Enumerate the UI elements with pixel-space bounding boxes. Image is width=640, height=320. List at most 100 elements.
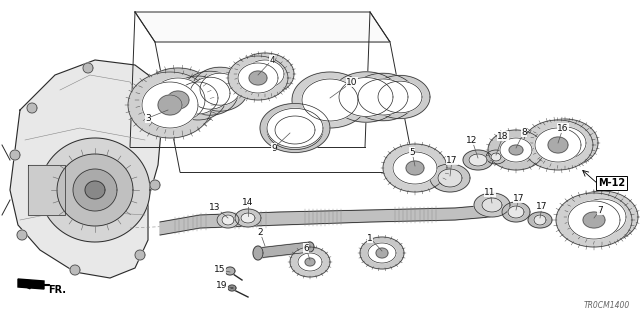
Polygon shape <box>228 56 288 100</box>
Polygon shape <box>491 153 501 161</box>
Text: 2: 2 <box>257 228 263 236</box>
Polygon shape <box>535 128 581 162</box>
Polygon shape <box>192 67 248 111</box>
Polygon shape <box>138 68 218 132</box>
Polygon shape <box>178 82 218 114</box>
Polygon shape <box>463 150 493 170</box>
Polygon shape <box>305 258 315 266</box>
Polygon shape <box>73 169 117 211</box>
Polygon shape <box>150 180 160 190</box>
Text: 19: 19 <box>216 281 228 290</box>
Polygon shape <box>10 150 20 160</box>
Polygon shape <box>18 279 44 289</box>
Polygon shape <box>508 206 524 218</box>
Text: TR0CM1400: TR0CM1400 <box>584 301 630 310</box>
Text: 17: 17 <box>513 194 525 203</box>
Polygon shape <box>578 199 626 235</box>
Polygon shape <box>40 138 150 242</box>
Text: 15: 15 <box>214 266 226 275</box>
Polygon shape <box>200 73 240 105</box>
Polygon shape <box>170 76 226 120</box>
Polygon shape <box>331 72 401 122</box>
Polygon shape <box>275 118 315 146</box>
Polygon shape <box>360 237 404 269</box>
Polygon shape <box>509 145 523 155</box>
Polygon shape <box>486 150 506 164</box>
Text: M-12: M-12 <box>598 178 625 188</box>
Polygon shape <box>528 212 552 228</box>
Polygon shape <box>438 169 462 187</box>
Polygon shape <box>358 79 408 115</box>
Polygon shape <box>275 116 315 144</box>
Text: 4: 4 <box>269 55 275 65</box>
Polygon shape <box>10 60 162 278</box>
Polygon shape <box>142 82 198 128</box>
Polygon shape <box>236 53 294 95</box>
Polygon shape <box>128 72 212 138</box>
Text: 8: 8 <box>521 127 527 137</box>
Polygon shape <box>393 152 437 184</box>
Polygon shape <box>339 77 393 116</box>
Polygon shape <box>238 63 278 93</box>
Polygon shape <box>406 161 424 175</box>
Polygon shape <box>568 201 620 239</box>
Polygon shape <box>534 215 546 225</box>
Polygon shape <box>85 181 105 199</box>
Polygon shape <box>253 246 263 260</box>
Polygon shape <box>135 250 145 260</box>
Polygon shape <box>182 71 238 115</box>
Polygon shape <box>190 77 230 109</box>
Polygon shape <box>222 215 234 225</box>
Polygon shape <box>482 198 502 212</box>
Polygon shape <box>290 247 330 277</box>
Polygon shape <box>368 243 396 263</box>
Polygon shape <box>383 144 447 192</box>
Polygon shape <box>151 78 205 122</box>
Polygon shape <box>370 76 430 119</box>
Polygon shape <box>83 63 93 73</box>
Text: 18: 18 <box>497 132 509 140</box>
Polygon shape <box>17 230 27 240</box>
Text: 17: 17 <box>446 156 458 164</box>
Polygon shape <box>350 73 416 121</box>
Polygon shape <box>28 165 65 215</box>
Polygon shape <box>267 110 323 149</box>
Polygon shape <box>158 95 182 115</box>
Polygon shape <box>260 103 330 153</box>
Polygon shape <box>523 120 593 170</box>
Polygon shape <box>502 202 530 222</box>
Text: 14: 14 <box>243 197 253 206</box>
Polygon shape <box>27 103 37 113</box>
Text: 17: 17 <box>536 202 548 211</box>
Polygon shape <box>469 154 487 166</box>
Polygon shape <box>135 12 390 42</box>
Polygon shape <box>267 108 323 148</box>
Polygon shape <box>378 81 422 113</box>
Polygon shape <box>235 209 261 227</box>
Text: 3: 3 <box>145 114 151 123</box>
Polygon shape <box>532 119 598 167</box>
Polygon shape <box>556 193 632 247</box>
Polygon shape <box>225 267 235 275</box>
Polygon shape <box>70 265 80 275</box>
Polygon shape <box>566 191 638 243</box>
Text: 9: 9 <box>271 143 277 153</box>
Text: 5: 5 <box>409 148 415 156</box>
Polygon shape <box>298 253 322 271</box>
Polygon shape <box>217 212 239 228</box>
Text: 6: 6 <box>303 244 309 252</box>
Polygon shape <box>258 242 312 258</box>
Polygon shape <box>281 122 309 142</box>
Text: 13: 13 <box>209 203 221 212</box>
Polygon shape <box>228 285 236 291</box>
Text: 10: 10 <box>346 77 358 86</box>
Polygon shape <box>167 91 189 109</box>
Polygon shape <box>474 193 510 217</box>
Polygon shape <box>430 164 470 192</box>
Polygon shape <box>500 138 532 162</box>
Text: 12: 12 <box>467 135 477 145</box>
Polygon shape <box>160 205 490 235</box>
Polygon shape <box>583 212 605 228</box>
Polygon shape <box>306 242 314 252</box>
Text: FR.: FR. <box>48 285 66 295</box>
